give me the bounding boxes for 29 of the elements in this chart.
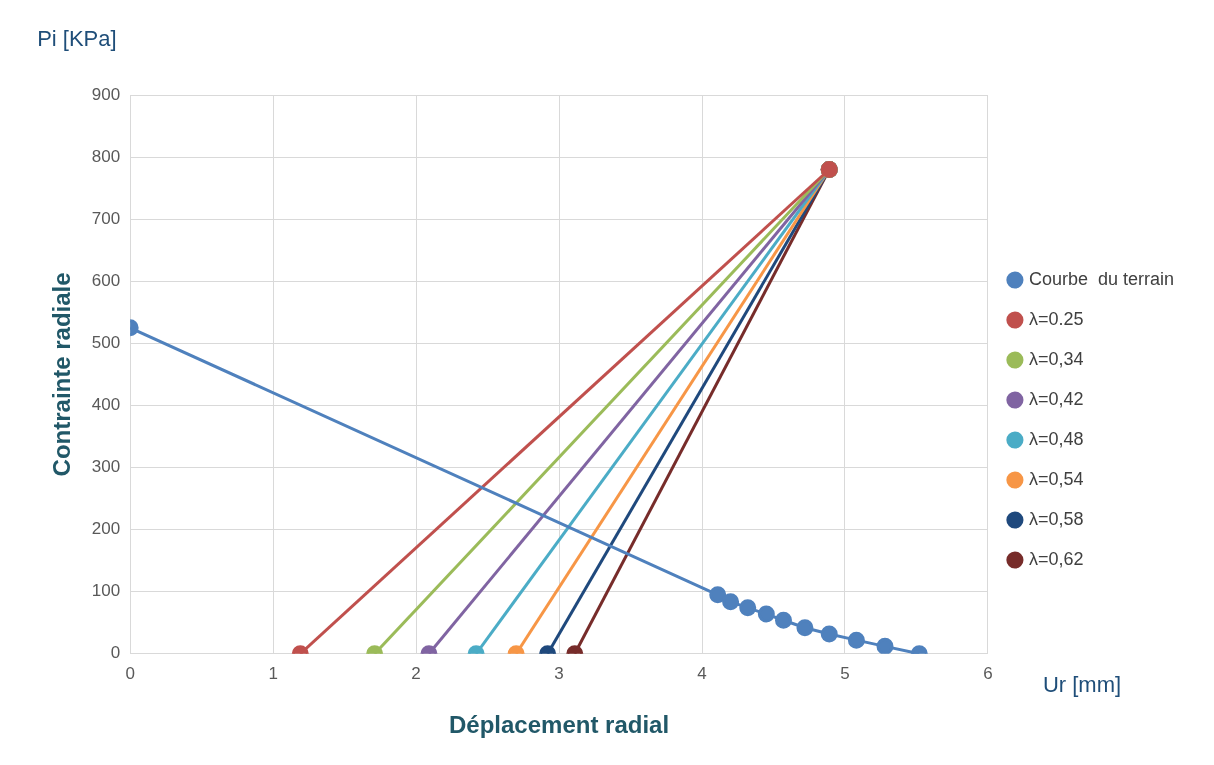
- x-tick-label: 3: [554, 663, 564, 683]
- text: Ur [mm]: [1042, 671, 1122, 697]
- y-tick-label: 500: [91, 333, 121, 353]
- y-axis-title: Contrainte radiale: [48, 272, 76, 477]
- x-tick-label: 0: [125, 663, 135, 683]
- text: Pi [KPa]: [37, 26, 117, 52]
- y-tick-label: 0: [110, 643, 121, 663]
- legend-label: Courbe du terrain: [1028, 268, 1175, 289]
- x-tick-label: 4: [697, 663, 707, 683]
- legend-label: λ=0,34: [1028, 348, 1084, 369]
- x-tick-label: 6: [983, 663, 993, 683]
- y-tick-label: 700: [91, 208, 121, 228]
- y-tick-label: 900: [91, 84, 121, 104]
- legend-label: λ=0,42: [1028, 388, 1084, 409]
- legend-label: λ=0,48: [1028, 428, 1084, 449]
- legend-label: λ=0,62: [1028, 548, 1084, 569]
- x-tick-label: 5: [840, 663, 850, 683]
- x-tick-label: 2: [411, 663, 421, 683]
- legend-label: λ=0,54: [1028, 468, 1084, 489]
- y-tick-label: 300: [91, 457, 121, 477]
- legend-label: λ=0,58: [1028, 508, 1084, 529]
- y-tick-label: 400: [91, 395, 121, 415]
- x-axis-title: Déplacement radial: [448, 711, 670, 739]
- x-tick-label: 1: [268, 663, 278, 683]
- y-tick-label: 600: [91, 270, 121, 290]
- y-tick-label: 800: [91, 146, 121, 166]
- y-tick-label: 200: [91, 519, 121, 539]
- y-tick-label: 100: [91, 581, 121, 601]
- legend-label: λ=0.25: [1028, 308, 1084, 329]
